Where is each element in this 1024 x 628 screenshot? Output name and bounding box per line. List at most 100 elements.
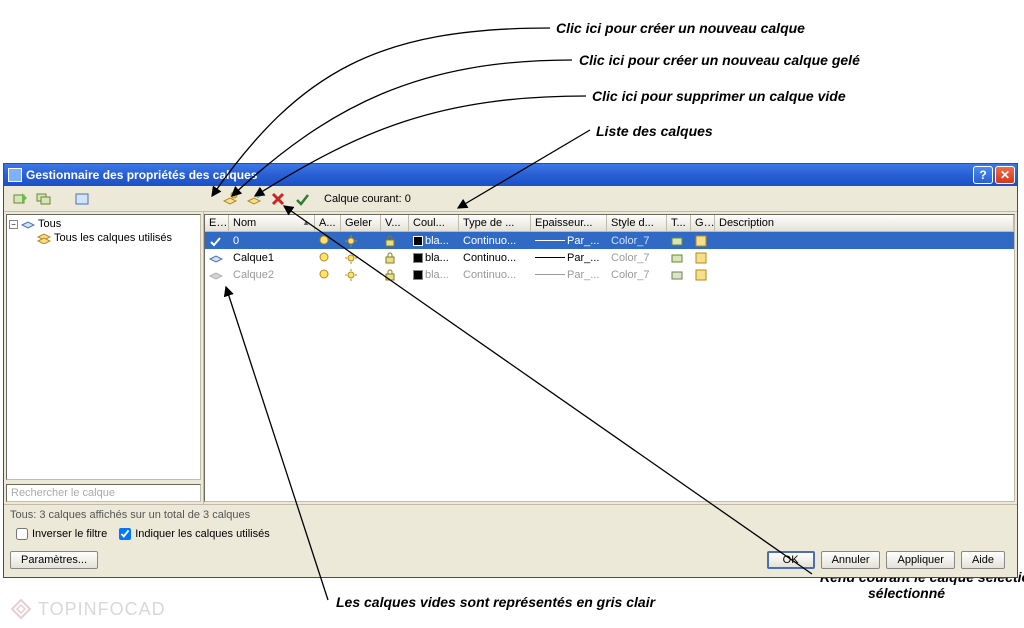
table-row[interactable]: Calque1 bla...Continuo... Par_...Color_7 xyxy=(205,249,1014,266)
freeze-icon[interactable] xyxy=(341,252,381,264)
on-icon[interactable] xyxy=(315,252,341,264)
newvp-icon[interactable] xyxy=(691,252,715,264)
col-on[interactable]: A... xyxy=(315,215,341,231)
on-icon[interactable] xyxy=(315,269,341,281)
annotation-empty-layers: Les calques vides sont représentés en gr… xyxy=(336,594,655,610)
lineweight-cell[interactable]: Par_... xyxy=(531,252,607,264)
invert-filter-label: Inverser le filtre xyxy=(32,528,107,540)
window-icon xyxy=(8,168,22,182)
collapse-icon[interactable]: − xyxy=(9,220,18,229)
plotstyle-cell[interactable]: Color_7 xyxy=(607,269,667,281)
show-used-label: Indiquer les calques utilisés xyxy=(135,528,270,540)
show-used-input[interactable] xyxy=(119,528,131,540)
filter-tree[interactable]: − Tous Tous les calques utilisés xyxy=(6,214,201,480)
dialog-buttons: OK Annuler Appliquer Aide xyxy=(761,547,1011,573)
new-frozen-layer-button[interactable]: ✽ xyxy=(244,189,264,209)
on-icon[interactable] xyxy=(315,235,341,247)
current-layer-label: Calque courant: 0 xyxy=(324,193,411,205)
show-used-checkbox[interactable]: Indiquer les calques utilisés xyxy=(119,528,270,540)
layer-grid: E... Nom▲ A... Geler V... Coul... Type d… xyxy=(204,214,1015,502)
col-plot[interactable]: T... xyxy=(667,215,691,231)
linetype-cell[interactable]: Continuo... xyxy=(459,252,531,264)
lock-icon[interactable] xyxy=(381,252,409,264)
tree-root[interactable]: − Tous xyxy=(9,217,198,231)
layer-name[interactable]: Calque1 xyxy=(229,252,315,264)
filter-row: Inverser le filtre Indiquer les calques … xyxy=(10,525,276,543)
col-freeze[interactable]: Geler xyxy=(341,215,381,231)
status-icon xyxy=(205,253,229,263)
table-row[interactable]: 0 bla...Continuo... Par_...Color_7 xyxy=(205,232,1014,249)
newvp-icon[interactable] xyxy=(691,269,715,281)
plot-icon[interactable] xyxy=(667,269,691,281)
new-filter-icon[interactable] xyxy=(10,189,30,209)
color-cell[interactable]: bla... xyxy=(409,252,459,264)
apply-button[interactable]: Appliquer xyxy=(886,551,954,569)
col-status[interactable]: E... xyxy=(205,215,229,231)
ok-button[interactable]: OK xyxy=(767,551,815,569)
search-input[interactable]: Rechercher le calque xyxy=(6,484,201,502)
help-button[interactable]: ? xyxy=(973,166,993,184)
lock-icon[interactable] xyxy=(381,235,409,247)
annotation-layer-list: Liste des calques xyxy=(596,123,713,139)
col-plotstyle[interactable]: Style d... xyxy=(607,215,667,231)
col-newvp[interactable]: G... xyxy=(691,215,715,231)
svg-text:★: ★ xyxy=(231,192,236,199)
annotation-make-current-l2: sélectionné xyxy=(868,585,945,601)
main-area: − Tous Tous les calques utilisés Recherc… xyxy=(4,212,1017,505)
params-button[interactable]: Paramètres... xyxy=(10,551,98,569)
table-row[interactable]: Calque2 bla...Continuo... Par_...Color_7 xyxy=(205,266,1014,283)
tree-child-label: Tous les calques utilisés xyxy=(54,232,172,244)
col-description[interactable]: Description xyxy=(715,215,1014,231)
color-cell[interactable]: bla... xyxy=(409,235,459,247)
plot-icon[interactable] xyxy=(667,252,691,264)
help-button-bottom[interactable]: Aide xyxy=(961,551,1005,569)
sort-asc-icon: ▲ xyxy=(302,218,310,227)
toolbar: ★ ✽ Calque courant: 0 xyxy=(4,186,1017,212)
newvp-icon[interactable] xyxy=(691,235,715,247)
watermark: TOPINFOCAD xyxy=(10,598,166,620)
freeze-icon[interactable] xyxy=(341,235,381,247)
lineweight-cell[interactable]: Par_... xyxy=(531,235,607,247)
invert-filter-input[interactable] xyxy=(16,528,28,540)
annotation-new-frozen-layer: Clic ici pour créer un nouveau calque ge… xyxy=(579,52,860,68)
watermark-text: TOPINFOCAD xyxy=(38,599,166,620)
layer-manager-window: Gestionnaire des propriétés des calques … xyxy=(3,163,1018,578)
new-layer-button[interactable]: ★ xyxy=(220,189,240,209)
col-linetype[interactable]: Type de ... xyxy=(459,215,531,231)
delete-layer-button[interactable] xyxy=(268,189,288,209)
status-icon xyxy=(205,235,229,247)
tree-child[interactable]: Tous les calques utilisés xyxy=(9,231,198,245)
make-current-button[interactable] xyxy=(292,189,312,209)
cancel-button[interactable]: Annuler xyxy=(821,551,881,569)
lock-icon[interactable] xyxy=(381,269,409,281)
watermark-icon xyxy=(10,598,32,620)
grid-body[interactable]: 0 bla...Continuo... Par_...Color_7Calque… xyxy=(205,232,1014,501)
layer-name[interactable]: 0 xyxy=(229,235,315,247)
plotstyle-cell[interactable]: Color_7 xyxy=(607,252,667,264)
freeze-icon[interactable] xyxy=(341,269,381,281)
plot-icon[interactable] xyxy=(667,235,691,247)
layers-icon xyxy=(37,232,51,244)
grid-header[interactable]: E... Nom▲ A... Geler V... Coul... Type d… xyxy=(205,215,1014,232)
layer-name[interactable]: Calque2 xyxy=(229,269,315,281)
color-cell[interactable]: bla... xyxy=(409,269,459,281)
linetype-cell[interactable]: Continuo... xyxy=(459,235,531,247)
invert-filter-checkbox[interactable]: Inverser le filtre xyxy=(16,528,107,540)
col-name[interactable]: Nom▲ xyxy=(229,215,315,231)
tree-root-label: Tous xyxy=(38,218,61,230)
stack-icon xyxy=(21,218,35,230)
col-lock[interactable]: V... xyxy=(381,215,409,231)
close-button[interactable]: ✕ xyxy=(995,166,1015,184)
status-icon xyxy=(205,270,229,280)
bottom-bar: Inverser le filtre Indiquer les calques … xyxy=(4,525,1017,547)
col-color[interactable]: Coul... xyxy=(409,215,459,231)
status-bar: Tous: 3 calques affichés sur un total de… xyxy=(4,505,1017,525)
linetype-cell[interactable]: Continuo... xyxy=(459,269,531,281)
titlebar[interactable]: Gestionnaire des propriétés des calques … xyxy=(4,164,1017,186)
col-lineweight[interactable]: Epaisseur... xyxy=(531,215,607,231)
tree-pane: − Tous Tous les calques utilisés Recherc… xyxy=(4,212,204,504)
new-group-icon[interactable] xyxy=(34,189,54,209)
layer-states-icon[interactable] xyxy=(72,189,92,209)
plotstyle-cell[interactable]: Color_7 xyxy=(607,235,667,247)
lineweight-cell[interactable]: Par_... xyxy=(531,269,607,281)
